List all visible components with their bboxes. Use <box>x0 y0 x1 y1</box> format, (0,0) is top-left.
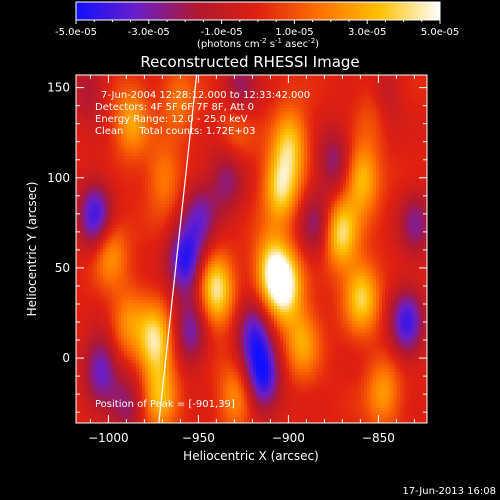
colorbar-tick-label: 3.0e-05 <box>348 27 386 38</box>
x-tick-label: −900 <box>272 431 305 445</box>
annotation-peak: Position of Peak = [-901,39] <box>95 399 235 410</box>
heatmap-area <box>76 74 427 424</box>
annotation-time-range: 7-Jun-2004 12:28:12.000 to 12:33:42.000 <box>101 90 310 101</box>
annotation-method: Clean Total counts: 1.72E+03 <box>95 126 255 137</box>
solar-limb-line <box>158 74 198 424</box>
colorbar-tick-label: -1.0e-05 <box>201 27 243 38</box>
annotation-energy: Energy Range: 12.0 - 25.0 keV <box>95 114 248 125</box>
annotation-detectors: Detectors: 4F 5F 6F 7F 8F, Att 0 <box>95 102 254 113</box>
colorbar-tick-labels: -5.0e-05 -3.0e-05 -1.0e-05 1.0e-05 3.0e-05 5.… <box>55 27 459 38</box>
y-tick-label: 50 <box>55 261 70 275</box>
y-axis: 0 50 100 150 <box>47 81 427 413</box>
x-tick-label: −950 <box>182 431 215 445</box>
y-tick-label: 100 <box>47 171 70 185</box>
colorbar-units: (photons cm-2 s-1 asec-2) <box>197 37 319 50</box>
x-axis: −1000 −950 −900 −850 <box>88 75 415 445</box>
heatmap-image <box>76 75 427 423</box>
colorbar-ticks <box>75 20 441 24</box>
chart-title: Reconstructed RHESSI Image <box>140 53 359 71</box>
plot-frame <box>75 74 428 424</box>
colorbar-tick-label: -3.0e-05 <box>128 27 170 38</box>
y-tick-label: 150 <box>47 81 70 95</box>
footer-timestamp: 17-Jun-2013 16:08 <box>402 486 496 497</box>
y-tick-label: 0 <box>62 351 70 365</box>
x-tick-label: −850 <box>362 431 395 445</box>
colorbar-tick-label: 5.0e-05 <box>421 27 459 38</box>
colorbar-tick-label: 1.0e-05 <box>275 27 313 38</box>
colorbar-tick-label: -5.0e-05 <box>55 27 97 38</box>
x-axis-label: Heliocentric X (arcsec) <box>183 449 319 463</box>
y-axis-label: Heliocentric Y (arcsec) <box>25 182 39 317</box>
colorbar <box>75 1 441 21</box>
x-tick-label: −1000 <box>88 431 129 445</box>
